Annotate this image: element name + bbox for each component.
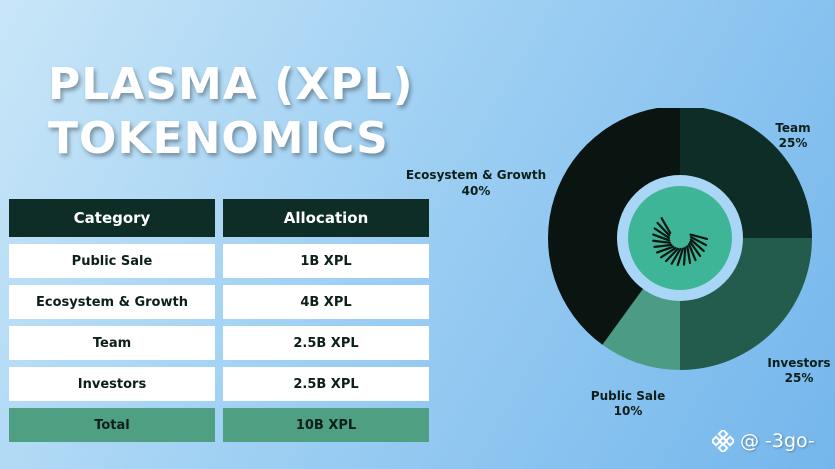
row-allocation: 2.5B XPL xyxy=(223,326,429,360)
table-row: Team 2.5B XPL xyxy=(9,326,429,360)
watermark: @ -3go- xyxy=(712,430,815,452)
header-allocation: Allocation xyxy=(223,199,429,237)
header-category: Category xyxy=(9,199,215,237)
row-allocation: 2.5B XPL xyxy=(223,367,429,401)
title-line-1: PLASMA (XPL) xyxy=(48,59,414,110)
row-category: Team xyxy=(9,326,215,360)
plasma-logo-icon xyxy=(652,217,709,267)
slice-value-ecosystem: 40% xyxy=(462,184,491,198)
allocation-table: Category Allocation Public Sale 1B XPL E… xyxy=(9,199,429,449)
total-category: Total xyxy=(9,408,215,442)
title-line-2: TOKENOMICS xyxy=(48,113,389,164)
row-category: Investors xyxy=(9,367,215,401)
table-row: Ecosystem & Growth 4B XPL xyxy=(9,285,429,319)
row-category: Ecosystem & Growth xyxy=(9,285,215,319)
tokenomics-donut-chart xyxy=(548,108,812,370)
table-row: Investors 2.5B XPL xyxy=(9,367,429,401)
watermark-text: @ -3go- xyxy=(740,430,815,452)
center-disc xyxy=(628,186,732,290)
row-allocation: 4B XPL xyxy=(223,285,429,319)
table-row: Public Sale 1B XPL xyxy=(9,244,429,278)
table-total-row: Total 10B XPL xyxy=(9,408,429,442)
binance-icon xyxy=(712,430,734,452)
row-category: Public Sale xyxy=(9,244,215,278)
slice-label-ecosystem: Ecosystem & Growth xyxy=(406,168,546,182)
row-allocation: 1B XPL xyxy=(223,244,429,278)
page-title: PLASMA (XPL) TOKENOMICS xyxy=(48,58,414,166)
pie-slice-ecosystem-growth xyxy=(548,108,680,345)
total-allocation: 10B XPL xyxy=(223,408,429,442)
table-header-row: Category Allocation xyxy=(9,199,429,237)
